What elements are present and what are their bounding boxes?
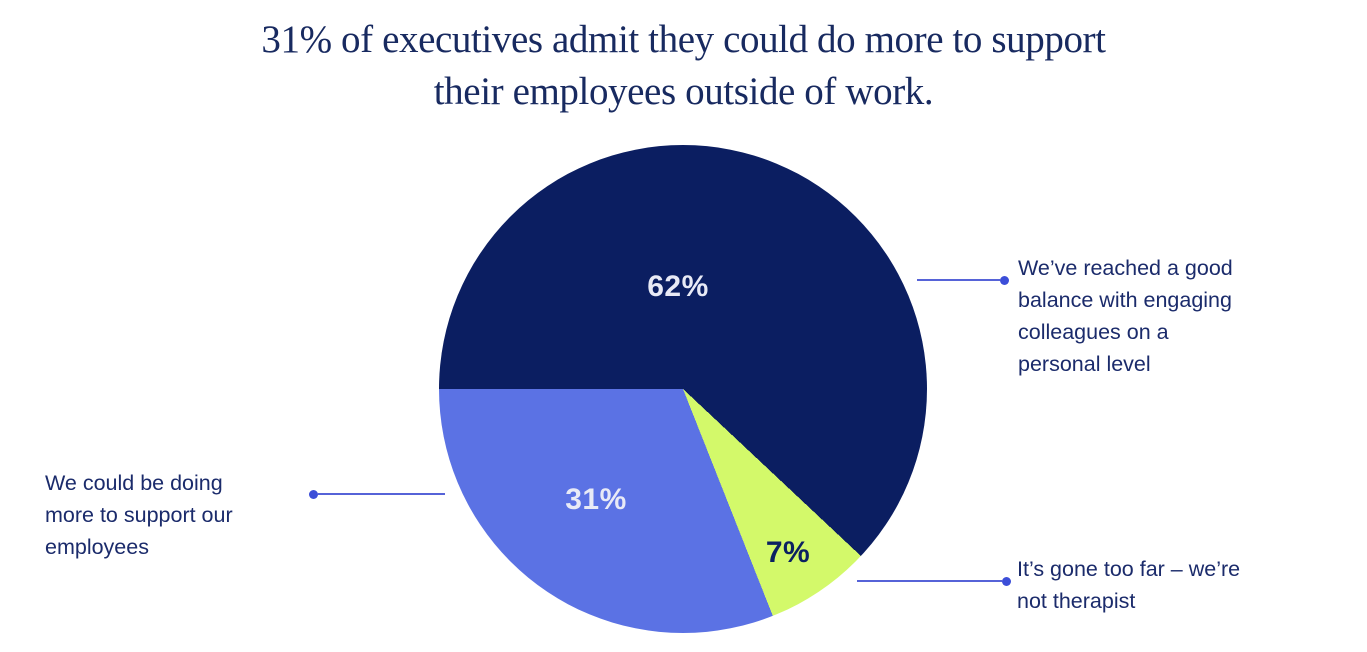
chart-title-line-2: their employees outside of work. bbox=[433, 70, 934, 113]
chart-title: 31% of executives admit they could do mo… bbox=[0, 14, 1367, 118]
connector-dot-icon bbox=[1002, 576, 1011, 586]
slice-value-label: 7% bbox=[765, 536, 811, 569]
connector-dot-icon bbox=[309, 489, 318, 499]
connector-dot-icon bbox=[1000, 275, 1009, 285]
callout-connector-62pct bbox=[917, 275, 1009, 285]
callout-connector-31pct bbox=[309, 489, 445, 499]
slice-value-label: 62% bbox=[647, 270, 709, 303]
pie-chart: 62% 7% 31% bbox=[439, 145, 927, 633]
callout-label-31pct: We could be doing more to support our em… bbox=[45, 471, 233, 559]
callout-connector-7pct bbox=[857, 576, 1011, 586]
slice-value-label: 31% bbox=[565, 483, 627, 516]
callout-label-7pct: It’s gone too far – we’re not therapist bbox=[1017, 557, 1241, 613]
callout-label-62pct: We’ve reached a good balance with engagi… bbox=[1018, 256, 1233, 376]
chart-title-line-1: 31% of executives admit they could do mo… bbox=[261, 18, 1106, 61]
